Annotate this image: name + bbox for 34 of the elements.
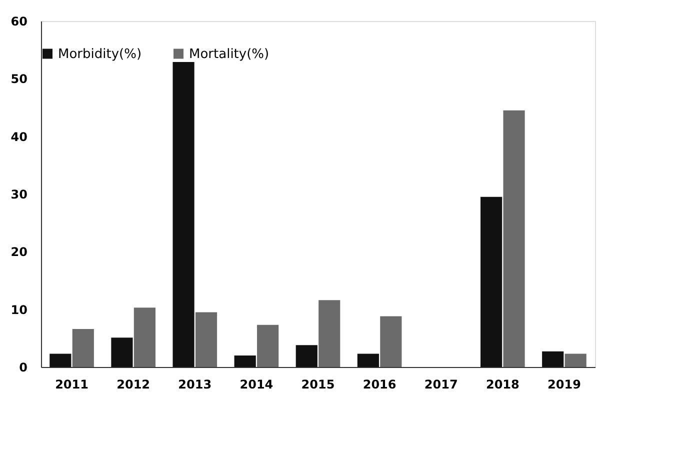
y-tick-label: 0 — [19, 360, 28, 374]
bar — [72, 328, 94, 367]
x-tick-label: 2014 — [240, 378, 274, 392]
bar — [503, 110, 525, 367]
bar — [257, 324, 279, 367]
x-tick-label: 2019 — [548, 378, 581, 392]
bar — [111, 338, 133, 367]
x-tick-label: 2012 — [116, 378, 150, 392]
y-tick-label: 30 — [10, 188, 28, 202]
x-tick-label: 2013 — [178, 378, 212, 392]
legend-label: Mortality(%) — [189, 46, 270, 62]
x-tick-label: 2016 — [362, 378, 396, 392]
x-tick-label: 2017 — [424, 378, 458, 392]
bar — [134, 308, 156, 367]
bar — [50, 354, 72, 367]
bar — [195, 312, 218, 367]
x-tick-label: 2015 — [301, 378, 335, 392]
legend-label: Morbidity(%) — [58, 46, 142, 62]
bar — [564, 354, 586, 367]
bar — [542, 351, 564, 367]
x-tick-label: 2018 — [486, 378, 520, 392]
bar — [234, 355, 256, 367]
y-tick-label: 40 — [10, 130, 28, 144]
bar — [357, 354, 379, 367]
bar — [480, 196, 502, 367]
bar — [172, 62, 194, 367]
bar — [318, 300, 340, 367]
y-tick-label: 60 — [10, 14, 28, 28]
x-tick-label: 2011 — [55, 378, 88, 392]
y-tick-label: 20 — [10, 245, 28, 260]
y-tick-label: 10 — [10, 302, 28, 317]
y-tick-label: 50 — [10, 72, 28, 86]
bar — [380, 316, 402, 367]
bar — [296, 345, 318, 367]
